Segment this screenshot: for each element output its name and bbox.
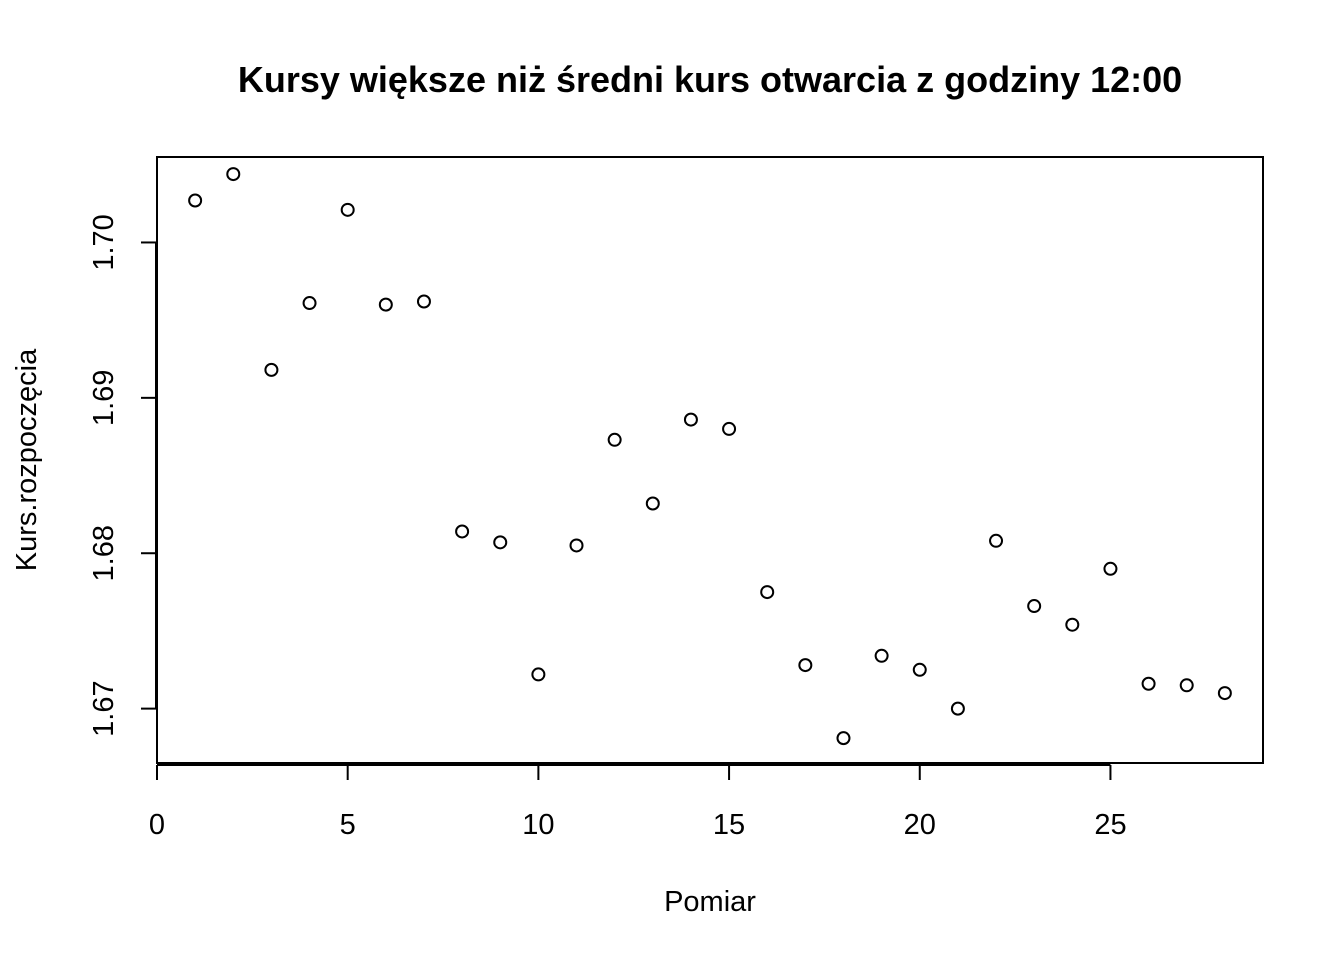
data-point [836,731,851,746]
data-point [455,524,470,539]
data-point [1217,686,1232,701]
data-point [989,533,1004,548]
data-point [683,412,698,427]
data-point [645,496,660,511]
data-point [378,297,393,312]
data-point [493,535,508,550]
x-tick-label: 0 [149,809,165,841]
data-point [226,167,241,182]
chart-title: Kursy większe niż średni kurs otwarcia z… [238,59,1182,100]
data-point [569,538,584,553]
data-point [531,667,546,682]
data-point [760,585,775,600]
x-tick-label: 15 [713,809,745,841]
x-axis-label: Pomiar [664,886,756,918]
x-tick-label: 5 [340,809,356,841]
data-point [1103,561,1118,576]
data-point [264,362,279,377]
y-tick-label: 1.69 [88,370,120,426]
y-axis: 1.67 1.68 1.69 1.70 [88,214,157,737]
data-point [1179,678,1194,693]
data-point [1065,617,1080,632]
y-tick-label: 1.68 [88,525,120,581]
data-point [874,648,889,663]
data-point [340,202,355,217]
x-tick-label: 10 [522,809,554,841]
x-tick-label: 25 [1094,809,1126,841]
data-point [1141,676,1156,691]
y-axis-label: Kurs.rozpoczęcia [11,348,43,571]
data-point [912,662,927,677]
data-point [302,296,317,311]
x-tick-label: 20 [904,809,936,841]
data-points [188,167,1232,746]
data-point [188,193,203,208]
data-point [607,432,622,447]
plot-frame [156,156,1264,764]
data-point [722,421,737,436]
data-point [950,701,965,716]
data-point [1027,599,1042,614]
x-axis: 0 5 10 15 20 25 [149,764,1127,841]
y-tick-label: 1.67 [88,680,120,736]
data-point [416,294,431,309]
data-point [798,658,813,673]
y-tick-label: 1.70 [88,214,120,270]
